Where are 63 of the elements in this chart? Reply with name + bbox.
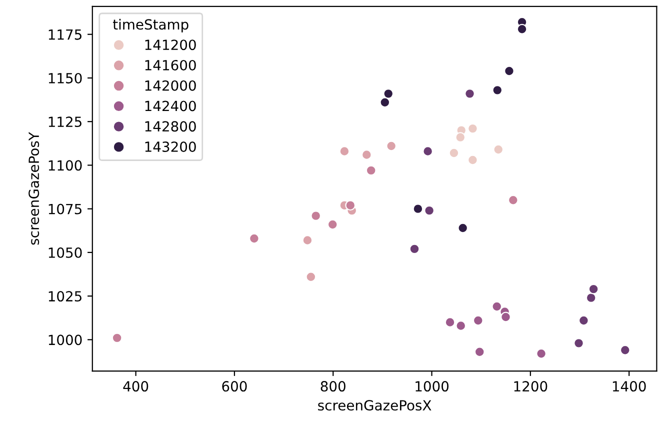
y-tick-label: 1050 xyxy=(48,247,82,258)
legend-label: 142000 xyxy=(145,80,196,91)
point xyxy=(474,346,485,358)
point xyxy=(516,24,528,34)
point xyxy=(327,219,338,230)
y-tick-label: 1125 xyxy=(48,116,82,128)
y-tick-label: 1175 xyxy=(48,30,82,40)
point xyxy=(424,205,435,216)
point xyxy=(586,292,596,304)
x-tick-label: 1400 xyxy=(612,381,646,392)
point xyxy=(578,315,589,326)
point xyxy=(536,348,546,359)
point xyxy=(383,88,394,99)
point xyxy=(508,194,518,206)
point xyxy=(444,317,456,328)
y-tick-label: 1150 xyxy=(48,72,82,84)
point xyxy=(422,146,434,156)
point xyxy=(306,272,316,282)
x-tick-label: 1200 xyxy=(514,381,548,392)
point xyxy=(456,320,466,331)
point xyxy=(112,332,122,344)
point xyxy=(493,144,504,155)
point xyxy=(458,222,468,234)
point xyxy=(448,148,460,158)
point xyxy=(345,200,356,211)
legend-label: 142400 xyxy=(145,100,196,112)
point xyxy=(468,154,478,166)
point xyxy=(464,88,475,99)
point xyxy=(386,140,397,152)
y-axis-title: screenGazePosY xyxy=(28,132,40,245)
legend-label: 142800 xyxy=(145,121,196,132)
point xyxy=(574,338,584,348)
y-tick-label: 1075 xyxy=(48,204,82,214)
y-tick-label: 1000 xyxy=(48,334,82,346)
legend-label: 143200 xyxy=(145,142,196,152)
point xyxy=(492,84,503,96)
point xyxy=(620,344,630,356)
point xyxy=(588,284,599,294)
point xyxy=(302,235,313,246)
point xyxy=(472,315,484,326)
point xyxy=(366,165,376,176)
x-tick-label: 600 xyxy=(222,381,247,392)
point xyxy=(310,210,322,222)
point xyxy=(412,204,424,214)
point xyxy=(492,301,502,312)
x-tick-label: 400 xyxy=(123,381,148,392)
point xyxy=(339,146,350,156)
point xyxy=(500,312,511,322)
point xyxy=(455,132,466,143)
legend-label: 141600 xyxy=(145,60,196,70)
x-tick-label: 1000 xyxy=(416,381,449,392)
point xyxy=(248,233,260,244)
x-axis-title: screenGazePosX xyxy=(318,400,432,411)
y-tick-label: 1100 xyxy=(48,160,82,171)
legend-title: timeStamp xyxy=(112,18,188,32)
point xyxy=(380,97,390,108)
point xyxy=(468,123,478,134)
point xyxy=(504,66,514,76)
point xyxy=(361,150,372,160)
y-tick-label: 1025 xyxy=(48,291,82,302)
x-tick-label: 800 xyxy=(320,381,346,392)
legend-label: 141200 xyxy=(145,40,196,50)
point xyxy=(409,244,420,254)
